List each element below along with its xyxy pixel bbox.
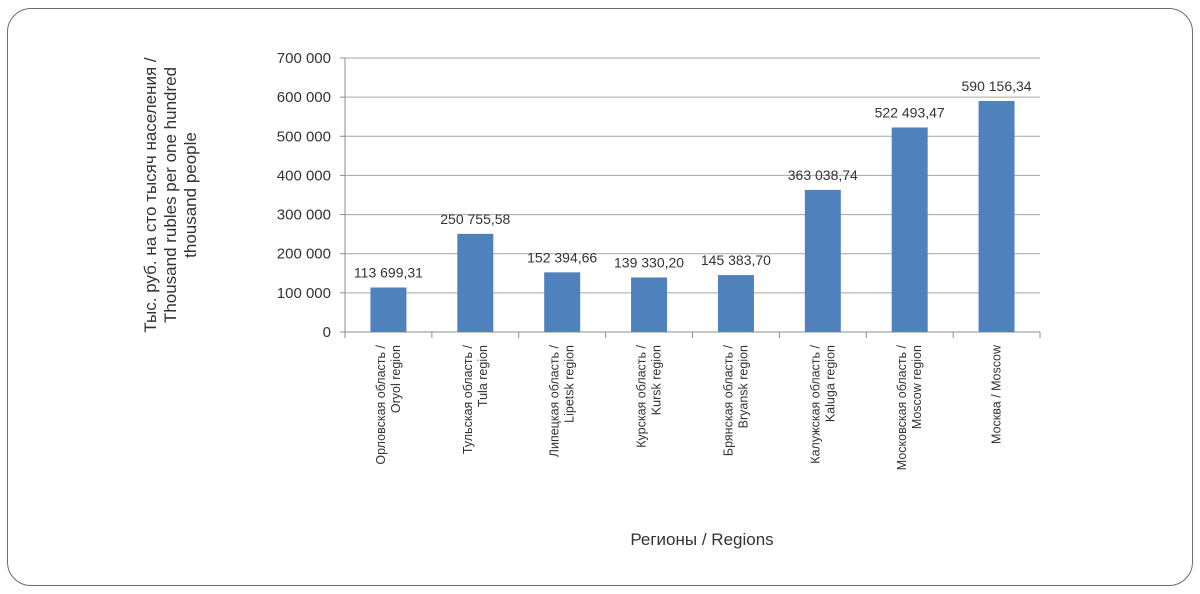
data-label: 590 156,34: [962, 78, 1032, 94]
bar: [631, 277, 668, 332]
x-tick-label: Тульская область /Tula region: [461, 344, 490, 454]
bar: [457, 233, 494, 332]
data-label: 363 038,74: [788, 167, 858, 183]
data-label: 250 755,58: [440, 211, 510, 227]
y-tick-label: 700 000: [277, 50, 331, 67]
y-tick-label: 500 000: [277, 128, 331, 145]
bar: [978, 100, 1015, 333]
data-label: 139 330,20: [614, 254, 684, 270]
bar: [891, 127, 928, 332]
bar: [717, 275, 754, 332]
bar: [804, 189, 841, 332]
bar: [544, 272, 581, 332]
x-axis-title: Регионы / Regions: [630, 530, 773, 549]
y-tick-label: 600 000: [277, 89, 331, 106]
data-label: 522 493,47: [875, 104, 945, 120]
x-tick-label: Московская область /Moscow region: [895, 344, 924, 470]
data-label: 113 699,31: [354, 264, 423, 280]
x-tick-label: Калужская область /Kaluga region: [808, 344, 837, 463]
y-tick-label: 200 000: [277, 246, 331, 263]
data-label: 145 383,70: [701, 252, 771, 268]
y-tick-label: 300 000: [277, 207, 331, 224]
bar: [370, 287, 407, 332]
y-tick-label: 400 000: [277, 167, 331, 184]
x-tick-label: Липецкая область /Lipetsk region: [548, 344, 577, 457]
data-label: 152 394,66: [527, 249, 597, 265]
y-tick-label: 0: [323, 324, 331, 341]
y-tick-label: 100 000: [277, 285, 331, 302]
x-tick-label: Брянская область /Bryansk region: [721, 344, 750, 456]
x-tick-label: Орловская область /Oryol region: [374, 344, 403, 464]
x-tick-label: Москва / Moscow: [990, 344, 1004, 444]
y-axis-title: Тыс. руб. на сто тысяч населения /Thousa…: [141, 57, 200, 332]
x-tick-label: Курская область /Kursk region: [635, 344, 664, 447]
